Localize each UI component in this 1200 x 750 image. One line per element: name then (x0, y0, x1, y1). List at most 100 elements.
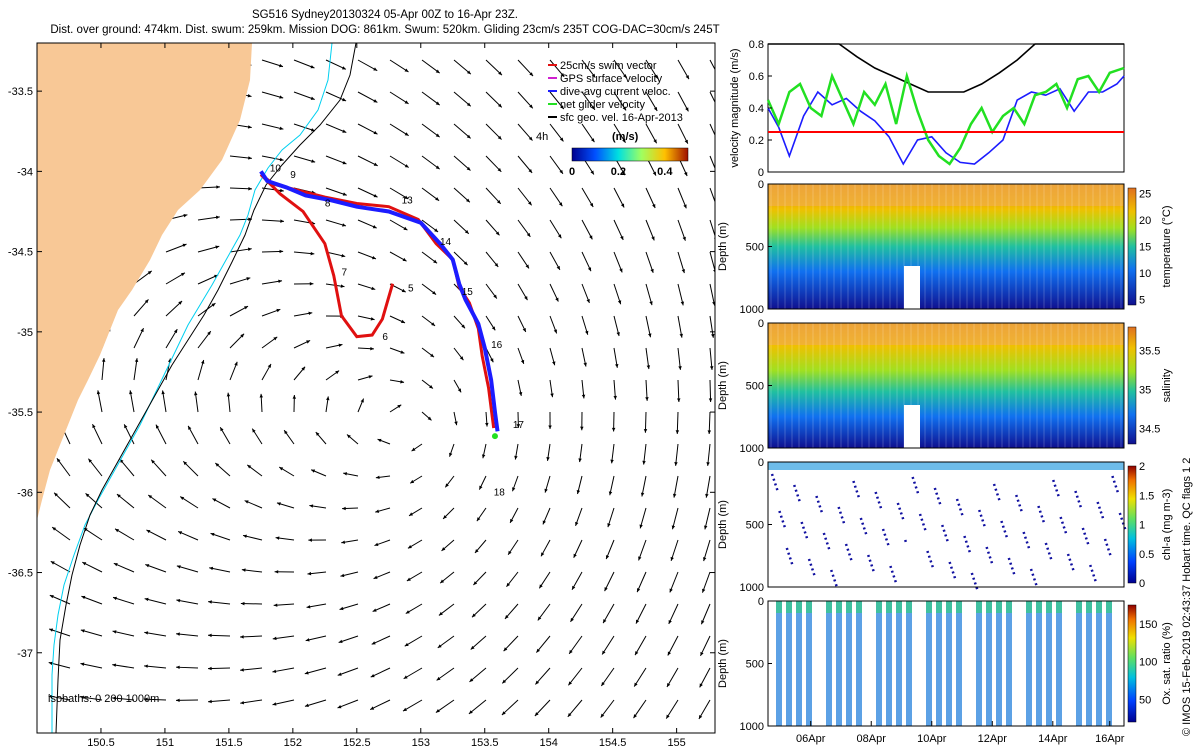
velocity-arrow (421, 379, 434, 389)
velocity-arrow (129, 390, 135, 413)
velocity-arrow (701, 571, 711, 593)
velocity-arrow (357, 123, 378, 135)
velocity-arrow (537, 603, 551, 621)
velocity-series-line (766, 66, 1125, 166)
day-label: 5 (408, 284, 414, 295)
lon-tick-label: 155 (667, 737, 685, 749)
velocity-arrow (112, 596, 135, 605)
velocity-arrow (581, 315, 589, 335)
velocity-arrow (325, 91, 347, 102)
colorbar-label: chl-a (mg m-3) (1161, 489, 1173, 561)
velocity-arrow (504, 603, 519, 620)
velocity-arrow (421, 251, 438, 264)
velocity-arrow (575, 507, 583, 526)
velocity-arrow (699, 667, 711, 688)
colorbar-tick-label: 2 (1139, 461, 1145, 473)
colorbar-tick-label: 150 (1139, 619, 1157, 631)
map-colorbar-tick: 0.4 (657, 166, 673, 178)
velocity-arrow (389, 347, 405, 354)
velocity-arrow (677, 91, 689, 112)
velocity-arrow (509, 507, 519, 524)
day-label: 16 (491, 340, 503, 351)
velocity-arrow (645, 219, 655, 241)
velocity-arrow (261, 308, 281, 317)
map-lat-ticks: -33.5 -34 -34.5 -35 -35.5 -36 -36.5 -37 (8, 86, 715, 660)
lat-tick-label: -35.5 (8, 407, 33, 419)
velocity-arrow (293, 59, 315, 69)
velocity-arrow (229, 305, 249, 317)
velocity-arrow (293, 311, 313, 317)
velocity-arrow (325, 59, 347, 70)
velocity-arrow (207, 633, 231, 638)
velocity-arrow (357, 59, 378, 72)
velocity-arrow (293, 282, 314, 286)
lon-tick-label: 152 (284, 737, 302, 749)
map-colorbar-tick: 0.2 (611, 166, 626, 178)
velocity-tick-label: 0 (758, 167, 764, 179)
velocity-ticks: 0 0.2 0.4 0.6 0.8 (749, 39, 772, 179)
velocity-arrow (421, 123, 440, 138)
velocity-arrow (636, 571, 647, 593)
velocity-arrow (677, 219, 686, 241)
velocity-arrow (340, 571, 359, 578)
velocity-arrow (85, 493, 103, 509)
day-label: 9 (290, 170, 296, 181)
velocity-arrow (144, 597, 167, 605)
velocity-arrow (293, 155, 316, 163)
velocity-arrow (709, 315, 715, 338)
velocity-arrow (607, 507, 615, 528)
velocity-arrow (145, 564, 167, 573)
velocity-arrow (442, 507, 455, 520)
velocity-arrow (516, 411, 521, 428)
section-colorbar (1127, 326, 1137, 445)
velocity-arrow (146, 529, 167, 541)
velocity-arrow (143, 697, 167, 701)
map-colorbar-ticks: 0 0.2 0.4 (569, 166, 673, 178)
section-panel: 0 500 1000 Depth (m) 25 20 15 10 5 temperature (°… (717, 179, 1173, 316)
velocity-arrow (325, 123, 347, 133)
velocity-arrow (369, 699, 391, 711)
velocity-arrow (409, 475, 423, 484)
lat-tick-label: -35 (17, 327, 33, 339)
velocity-arrow (389, 219, 408, 231)
velocity-arrow (568, 667, 583, 686)
velocity-arrow (372, 603, 391, 612)
velocity-tick-label: 0.6 (749, 71, 764, 83)
velocity-tick-label: 0.4 (749, 103, 764, 115)
velocity-arrow (261, 249, 284, 254)
velocity-arrow (212, 498, 231, 509)
day-label: 15 (462, 287, 474, 298)
isobaths-label: isobaths: 0 200 1000m (48, 693, 159, 705)
velocity-arrow (293, 340, 311, 349)
velocity-arrow (501, 699, 519, 716)
velocity-series (766, 43, 1125, 166)
day-label: 13 (402, 195, 414, 206)
velocity-arrow (613, 283, 622, 305)
velocity-arrow (677, 251, 686, 274)
velocity-arrow (261, 91, 284, 99)
velocity-arrow (709, 347, 714, 370)
velocity-arrow (512, 475, 519, 492)
velocity-arrow (549, 187, 563, 207)
velocity-arrow (677, 187, 687, 209)
velocity-arrow (389, 315, 406, 324)
velocity-arrow (229, 277, 251, 285)
velocity-arrow (389, 251, 407, 262)
velocity-arrow (261, 279, 283, 285)
velocity-arrow (53, 492, 71, 509)
time-tick-label: 10Apr (917, 733, 947, 745)
velocity-arrow (481, 443, 487, 459)
colorbar-label: Ox. sat. ratio (%) (1161, 622, 1173, 705)
velocity-arrow (542, 507, 551, 525)
colorbar-tick-label: 10 (1139, 268, 1151, 280)
velocity-arrow (421, 91, 440, 106)
velocity-arrow (672, 475, 679, 498)
velocity-arrow (112, 663, 135, 669)
velocity-arrow (468, 699, 487, 715)
isobath-1000m (55, 43, 357, 733)
velocity-arrow (485, 187, 502, 205)
time-tick-label: 14Apr (1038, 733, 1068, 745)
chart-title: SG516 Sydney20130324 05-Apr 00Z to 16-Ap… (252, 9, 518, 21)
velocity-arrow (674, 443, 679, 466)
velocity-arrow (310, 469, 327, 477)
